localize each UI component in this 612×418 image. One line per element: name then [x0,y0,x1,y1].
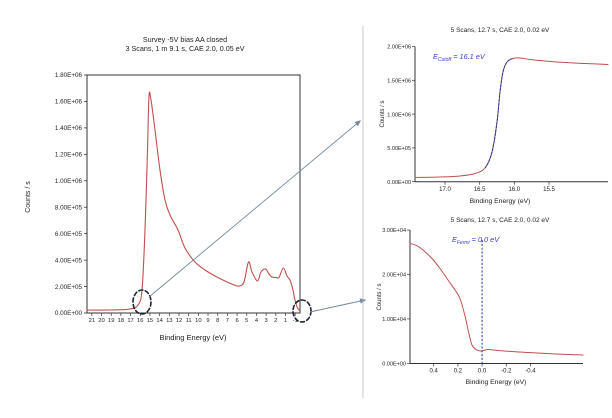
svg-text:0.00E+00: 0.00E+00 [387,180,411,186]
svg-text:1.80E+06: 1.80E+06 [55,72,83,79]
svg-text:Counts / s: Counts / s [380,100,386,127]
svg-text:2.00E+06: 2.00E+06 [387,45,411,51]
svg-text:3: 3 [264,318,267,324]
svg-text:16.5: 16.5 [474,187,486,193]
svg-text:17.0: 17.0 [439,187,451,193]
svg-text:11: 11 [186,318,192,324]
svg-text:0.00E+00: 0.00E+00 [55,310,83,317]
svg-text:8.00E+05: 8.00E+05 [55,204,83,211]
svg-text:3.00E+04: 3.00E+04 [382,228,406,234]
svg-text:1.60E+06: 1.60E+06 [55,99,83,106]
svg-text:5.00E+05: 5.00E+05 [387,146,411,152]
svg-text:20: 20 [98,318,104,324]
svg-text:Binding Energy (eV): Binding Energy (eV) [470,198,531,205]
svg-text:14: 14 [156,318,163,324]
svg-text:17: 17 [127,318,133,324]
svg-text:12: 12 [176,318,182,324]
svg-text:6: 6 [235,318,238,324]
svg-text:5: 5 [245,318,248,324]
svg-text:Survey -5V bias AA closed: Survey -5V bias AA closed [143,35,227,44]
svg-text:21: 21 [89,318,95,324]
svg-text:4.00E+05: 4.00E+05 [55,257,83,264]
svg-text:0.00E+00: 0.00E+00 [382,362,406,368]
svg-text:7: 7 [226,318,229,324]
svg-text:15.5: 15.5 [543,187,555,193]
svg-text:-0.4: -0.4 [525,369,536,375]
svg-text:5 Scans, 12.7 s, CAE 2.0, 0.: 5 Scans, 12.7 s, CAE 2.0, 0.02 eV [451,217,550,224]
svg-text:Binding Energy (eV): Binding Energy (eV) [466,379,527,386]
svg-text:9: 9 [206,318,209,324]
svg-text:1.40E+06: 1.40E+06 [55,125,83,132]
svg-text:1.00E+04: 1.00E+04 [382,317,406,323]
svg-text:1.00E+06: 1.00E+06 [387,112,411,118]
svg-text:Counts / s: Counts / s [25,181,32,213]
svg-text:16.0: 16.0 [508,187,520,193]
svg-text:1.50E+06: 1.50E+06 [387,79,411,85]
svg-text:Counts / s: Counts / s [377,283,383,310]
svg-text:1.20E+06: 1.20E+06 [55,152,83,159]
svg-text:2.00E+05: 2.00E+05 [55,284,83,291]
svg-text:10: 10 [195,318,201,324]
svg-text:19: 19 [108,318,114,324]
svg-text:1: 1 [284,318,287,324]
svg-text:2: 2 [274,318,277,324]
svg-text:3 Scans, 1 m 9.1 s, CAE 2.0,: 3 Scans, 1 m 9.1 s, CAE 2.0, 0.05 eV [125,44,244,53]
svg-text:0.2: 0.2 [454,369,463,375]
svg-text:1.00E+06: 1.00E+06 [55,178,83,185]
svg-text:-0.2: -0.2 [501,369,512,375]
svg-text:0.4: 0.4 [430,369,439,375]
svg-text:2.00E+04: 2.00E+04 [382,273,406,279]
svg-text:6.00E+05: 6.00E+05 [55,231,83,238]
svg-text:18: 18 [118,318,124,324]
svg-text:8: 8 [216,318,219,324]
svg-text:13: 13 [166,318,172,324]
svg-text:16: 16 [137,318,143,324]
svg-text:Binding Energy (eV): Binding Energy (eV) [159,333,227,342]
svg-text:15: 15 [147,318,153,324]
svg-text:0.0: 0.0 [478,369,487,375]
svg-text:5 Scans, 12.7 s, CAE 2.0, 0.: 5 Scans, 12.7 s, CAE 2.0, 0.02 eV [451,27,550,34]
